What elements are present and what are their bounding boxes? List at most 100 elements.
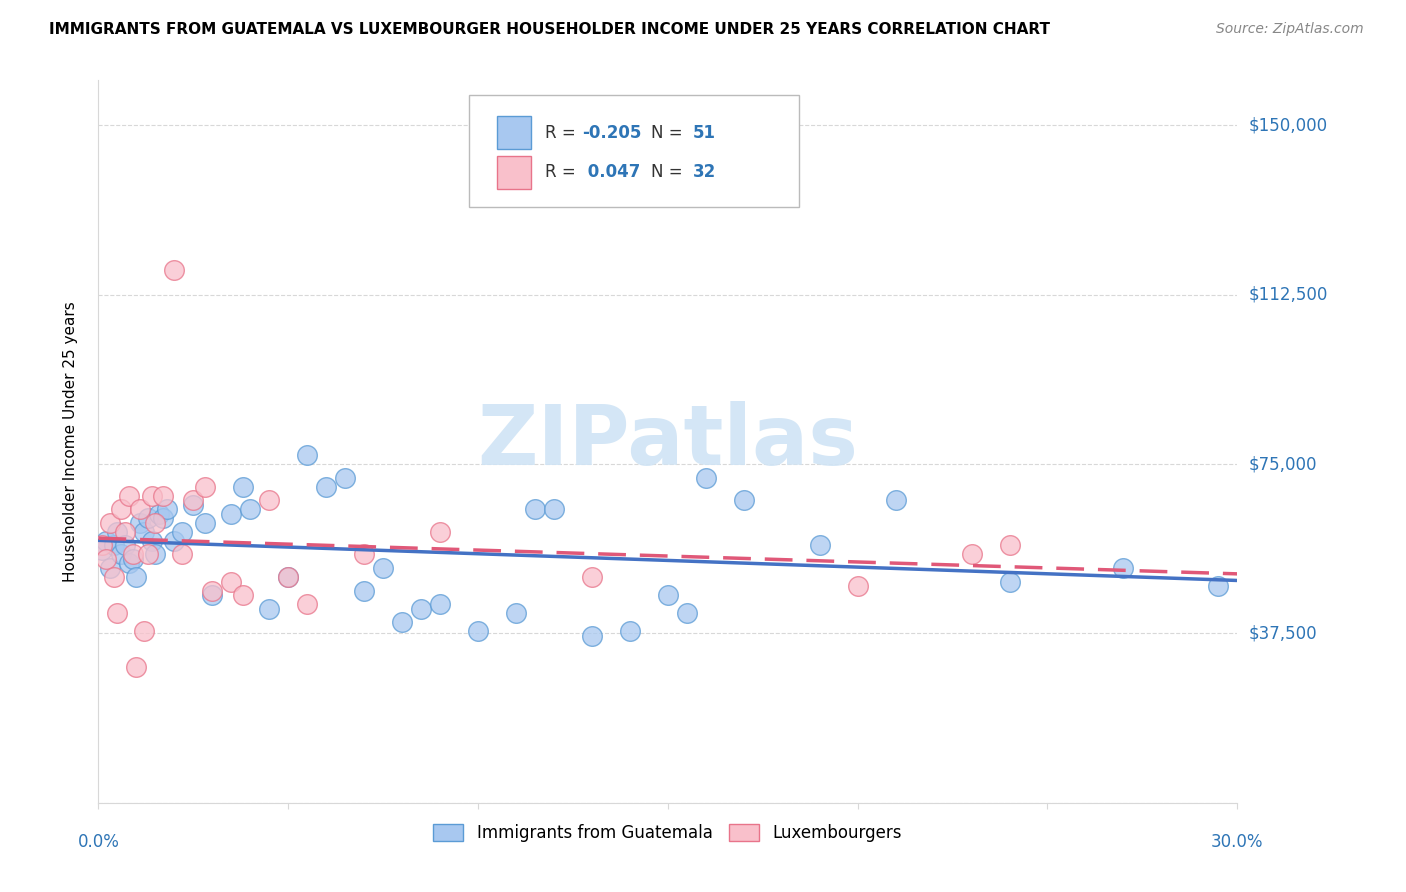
FancyBboxPatch shape xyxy=(498,116,531,149)
Point xyxy=(91,538,114,552)
Point xyxy=(141,533,163,548)
Text: 32: 32 xyxy=(693,163,716,181)
Point xyxy=(163,533,186,548)
Text: IMMIGRANTS FROM GUATEMALA VS LUXEMBOURGER HOUSEHOLDER INCOME UNDER 25 YEARS CORR: IMMIGRANTS FROM GUATEMALA VS LUXEMBOURGE… xyxy=(49,22,1050,37)
Point xyxy=(353,548,375,562)
Point xyxy=(91,542,114,557)
Point xyxy=(145,516,167,530)
Point xyxy=(152,511,174,525)
Point xyxy=(110,502,132,516)
Point xyxy=(103,570,125,584)
Point xyxy=(429,524,451,539)
Text: $37,500: $37,500 xyxy=(1249,624,1317,642)
Point xyxy=(121,548,143,562)
Point xyxy=(152,489,174,503)
Point xyxy=(695,470,717,484)
Point xyxy=(297,448,319,462)
Point xyxy=(259,601,281,615)
Point xyxy=(132,624,155,639)
Text: $75,000: $75,000 xyxy=(1249,455,1317,473)
Point xyxy=(170,524,193,539)
Text: N =: N = xyxy=(651,124,688,142)
Point xyxy=(277,570,299,584)
Point xyxy=(353,583,375,598)
Point xyxy=(581,570,603,584)
Point xyxy=(98,516,121,530)
Point xyxy=(132,524,155,539)
Text: R =: R = xyxy=(546,124,581,142)
Point xyxy=(141,489,163,503)
Point xyxy=(371,561,394,575)
Point xyxy=(163,263,186,277)
Point xyxy=(1112,561,1135,575)
Y-axis label: Householder Income Under 25 years: Householder Income Under 25 years xyxy=(63,301,77,582)
Point xyxy=(884,493,907,508)
Text: -0.205: -0.205 xyxy=(582,124,641,142)
Point xyxy=(239,502,262,516)
Point xyxy=(846,579,869,593)
Point xyxy=(221,507,243,521)
Point xyxy=(183,498,205,512)
Point xyxy=(94,533,117,548)
Point xyxy=(733,493,755,508)
Text: $112,500: $112,500 xyxy=(1249,285,1327,304)
Point xyxy=(259,493,281,508)
Point xyxy=(429,597,451,611)
Text: 30.0%: 30.0% xyxy=(1211,833,1264,851)
Text: Source: ZipAtlas.com: Source: ZipAtlas.com xyxy=(1216,22,1364,37)
Point xyxy=(145,548,167,562)
Point xyxy=(524,502,547,516)
Point xyxy=(98,561,121,575)
Point xyxy=(411,601,433,615)
Point xyxy=(94,552,117,566)
Point xyxy=(277,570,299,584)
Point xyxy=(125,660,148,674)
Point xyxy=(232,588,254,602)
Point xyxy=(232,480,254,494)
Point xyxy=(183,493,205,508)
FancyBboxPatch shape xyxy=(498,156,531,189)
Point xyxy=(581,629,603,643)
Text: 51: 51 xyxy=(693,124,716,142)
Point xyxy=(467,624,489,639)
Point xyxy=(505,606,527,620)
Text: R =: R = xyxy=(546,163,581,181)
Point xyxy=(391,615,413,630)
Point xyxy=(148,507,170,521)
Point xyxy=(808,538,831,552)
Point xyxy=(657,588,679,602)
Text: N =: N = xyxy=(651,163,688,181)
Point xyxy=(619,624,641,639)
Point xyxy=(107,606,129,620)
Point xyxy=(118,557,141,571)
Point xyxy=(201,583,224,598)
Point xyxy=(114,538,136,552)
Point xyxy=(676,606,699,620)
Text: 0.0%: 0.0% xyxy=(77,833,120,851)
Point xyxy=(543,502,565,516)
Point xyxy=(156,502,179,516)
Point xyxy=(136,511,159,525)
Point xyxy=(136,548,159,562)
Point xyxy=(221,574,243,589)
Legend: Immigrants from Guatemala, Luxembourgers: Immigrants from Guatemala, Luxembourgers xyxy=(427,817,908,848)
Point xyxy=(103,538,125,552)
Point xyxy=(129,502,152,516)
Point xyxy=(110,548,132,562)
Point xyxy=(960,548,983,562)
Text: ZIPatlas: ZIPatlas xyxy=(478,401,858,482)
Point xyxy=(114,524,136,539)
Text: 0.047: 0.047 xyxy=(582,163,641,181)
Point xyxy=(121,552,143,566)
Point xyxy=(315,480,337,494)
Point xyxy=(335,470,357,484)
Point xyxy=(201,588,224,602)
Point xyxy=(194,480,217,494)
Point xyxy=(118,489,141,503)
Point xyxy=(194,516,217,530)
FancyBboxPatch shape xyxy=(468,95,799,207)
Point xyxy=(170,548,193,562)
Point xyxy=(297,597,319,611)
Text: $150,000: $150,000 xyxy=(1249,117,1327,135)
Point xyxy=(107,524,129,539)
